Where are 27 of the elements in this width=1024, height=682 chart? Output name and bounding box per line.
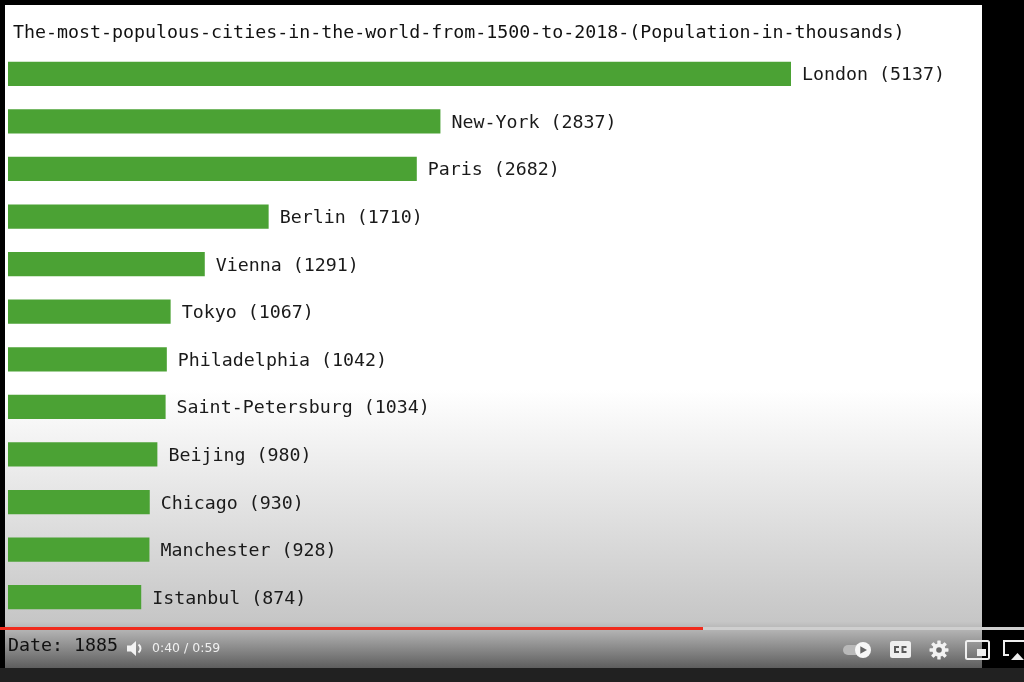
data-label: New-York (2837) <box>451 110 617 132</box>
bar <box>8 299 171 324</box>
data-label: Manchester (928) <box>160 539 337 561</box>
bar <box>8 489 150 515</box>
data-label: Istanbul (874) <box>152 586 307 608</box>
data-label: Philadelphia (1042) <box>177 348 387 370</box>
data-label: Berlin (1710) <box>279 206 423 228</box>
bar <box>8 347 167 372</box>
bar <box>8 585 142 610</box>
chart-title: The-most-populous-cities-in-the-world-from-1500-to-2018-(Population-in-thousands) <box>13 20 905 42</box>
data-label: Beijing (980) <box>168 443 312 465</box>
bar <box>8 442 158 467</box>
bar <box>8 61 791 86</box>
data-label: Chicago (930) <box>160 491 304 513</box>
data-label: Saint-Petersburg (1034) <box>176 396 430 418</box>
bar <box>8 156 417 182</box>
data-label: Vienna (1291) <box>215 253 359 275</box>
bar <box>8 537 150 562</box>
bar <box>8 251 205 277</box>
bar <box>8 394 166 420</box>
data-label: Paris (2682) <box>427 158 560 180</box>
bar <box>8 204 269 229</box>
data-label: London (5137) <box>802 63 946 85</box>
text: 0:40 / 0:59 <box>152 640 221 655</box>
bar <box>8 109 441 134</box>
text: Date: 1885 <box>8 633 119 655</box>
data-label: Tokyo (1067) <box>181 301 314 323</box>
